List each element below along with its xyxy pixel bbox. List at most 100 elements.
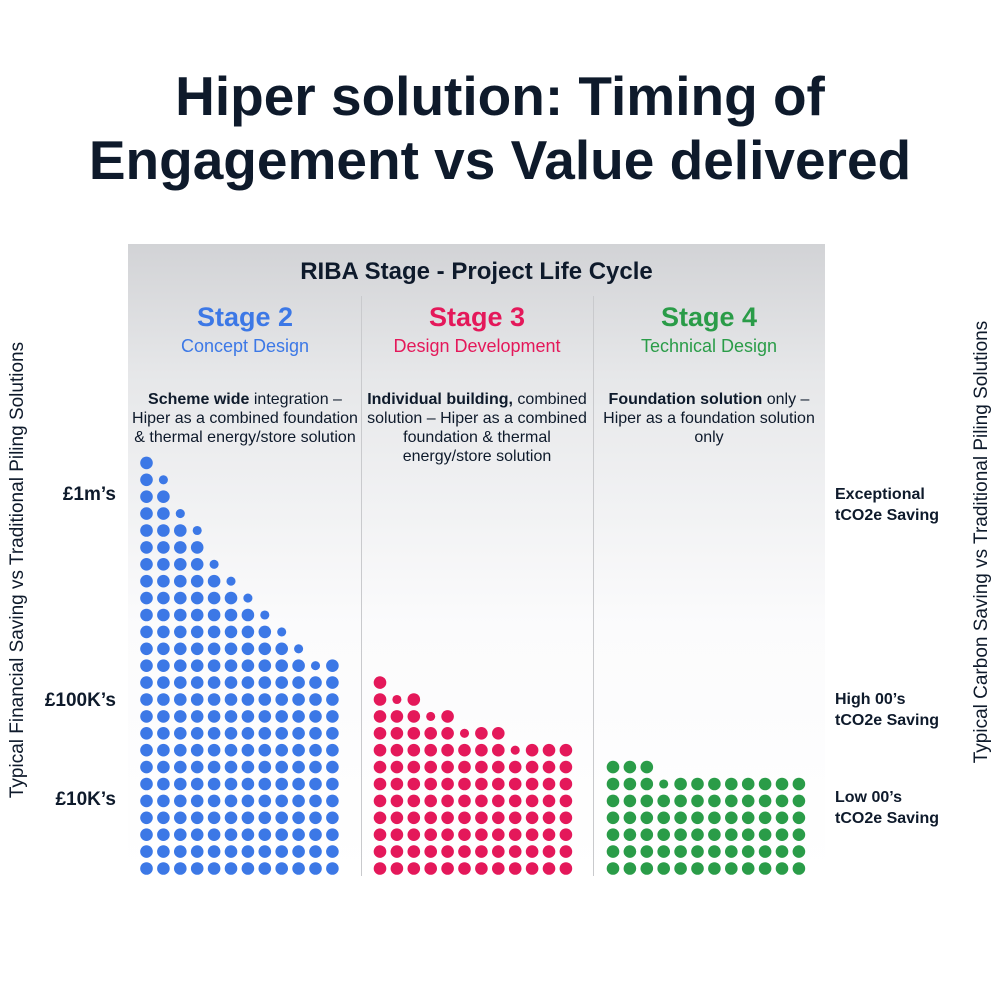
stage-2-dot bbox=[140, 625, 153, 639]
stage-2-dot bbox=[140, 777, 153, 791]
stage-3-dot bbox=[407, 777, 421, 791]
stage-2-dot bbox=[190, 710, 204, 723]
stage-2-dot bbox=[140, 490, 153, 504]
stage-2-dot bbox=[157, 625, 170, 639]
stage-2-dot bbox=[326, 862, 339, 875]
stage-3-dot bbox=[407, 710, 421, 723]
stage-3-dot bbox=[390, 743, 404, 757]
stage-4-dot bbox=[792, 828, 806, 841]
stage-2-dot bbox=[207, 642, 221, 656]
stage-4-dot bbox=[623, 811, 637, 825]
stage-2-dot bbox=[326, 743, 339, 757]
stage-4-dot bbox=[725, 777, 738, 791]
stage-2-dot bbox=[190, 541, 204, 554]
stage-2-dot bbox=[326, 794, 339, 808]
stage-3-dot bbox=[492, 845, 505, 858]
stage-2-dot bbox=[174, 524, 187, 537]
stage-2-dot bbox=[140, 456, 153, 470]
stage-2-dot bbox=[140, 473, 153, 487]
stage-4-dot bbox=[775, 862, 789, 875]
stage-2-dot bbox=[241, 727, 255, 740]
stage-2-dot bbox=[241, 828, 255, 841]
stage-4-dot bbox=[623, 828, 637, 841]
stage-2-dot bbox=[157, 574, 170, 588]
stage-4-subtitle: Technical Design bbox=[640, 336, 778, 356]
stage-4-dot bbox=[640, 845, 654, 858]
stage-4-dot bbox=[708, 862, 721, 875]
stage-3-dot bbox=[407, 828, 421, 841]
stage-4-dot bbox=[741, 862, 755, 875]
stage-2-dot bbox=[140, 507, 153, 520]
right-label-low-line2: tCO2e Saving bbox=[835, 810, 940, 827]
stage-3-dot bbox=[492, 777, 505, 791]
stage-4-dot bbox=[725, 828, 738, 841]
stage-2-name: Stage 2 bbox=[196, 302, 294, 332]
stage-3-dot bbox=[424, 727, 438, 740]
stage-2-dot bbox=[292, 760, 305, 774]
stage-3-dot bbox=[390, 845, 404, 858]
stage-4-dot bbox=[775, 777, 789, 791]
stage-2-dot bbox=[275, 659, 289, 672]
stage-2-dot bbox=[207, 591, 221, 605]
stage-3-dot bbox=[373, 727, 387, 740]
stage-3-dot bbox=[510, 745, 520, 755]
stage-2-dot bbox=[224, 625, 238, 639]
stage-3-dot bbox=[475, 862, 488, 875]
stage-4-name: Stage 4 bbox=[660, 302, 758, 332]
stage-3-dot bbox=[458, 862, 471, 875]
stage-2-dot bbox=[190, 845, 204, 858]
stage-2-dot bbox=[157, 524, 170, 537]
stage-3-dot bbox=[441, 743, 454, 757]
stage-3-dot bbox=[559, 743, 573, 757]
stage-2-dot bbox=[241, 659, 255, 672]
stage-4-dot bbox=[708, 811, 721, 825]
stage-3-dot bbox=[441, 811, 454, 825]
stage-2-dot bbox=[174, 777, 187, 791]
stage-2-description-rest: integration – Hiper as a combined founda… bbox=[132, 391, 358, 446]
title-line-2: Engagement vs Value delivered bbox=[88, 129, 912, 191]
stage-2-dot bbox=[292, 676, 305, 689]
stage-2-dot bbox=[174, 625, 187, 639]
stage-3-dot bbox=[508, 845, 522, 858]
stage-2-dot bbox=[158, 475, 168, 485]
stage-4-dot bbox=[691, 794, 704, 808]
stage-2-dot bbox=[157, 811, 170, 825]
stage-3-dot bbox=[441, 710, 454, 723]
stage-2-dot bbox=[258, 727, 272, 740]
stage-2-dot bbox=[275, 777, 289, 791]
stage-2-dot bbox=[309, 710, 322, 723]
stage-2-dot bbox=[292, 828, 305, 841]
stage-3-dot bbox=[392, 694, 402, 705]
stage-2-dot bbox=[157, 608, 170, 622]
stage-3-dot bbox=[525, 811, 539, 825]
stage-2-dot bbox=[326, 811, 339, 825]
stage-2-dot bbox=[190, 693, 204, 706]
stage-2-dot bbox=[224, 659, 238, 672]
stage-3-dot bbox=[390, 828, 404, 841]
stage-2-dot bbox=[140, 743, 153, 757]
stage-2-dot bbox=[241, 845, 255, 858]
stage-3-dot bbox=[441, 760, 454, 774]
stage-2-dot bbox=[310, 661, 321, 671]
stage-3-dot bbox=[390, 760, 404, 774]
stage-3-dot bbox=[559, 845, 573, 858]
stage-3-dot bbox=[508, 794, 522, 808]
stage-2-dot bbox=[175, 509, 185, 519]
stage-2-dot bbox=[207, 811, 221, 825]
stage-2-dot bbox=[326, 760, 339, 774]
stage-3-dot bbox=[441, 727, 454, 740]
stage-3-dot bbox=[525, 760, 539, 774]
stage-2-dot bbox=[309, 828, 322, 841]
left-label-1m: £1m’s bbox=[62, 484, 116, 505]
stage-3-dot bbox=[390, 794, 404, 808]
stage-2-dot bbox=[174, 608, 187, 622]
stage-2-dot bbox=[190, 862, 204, 875]
stage-2-dot bbox=[190, 558, 204, 571]
stage-3-dot bbox=[508, 777, 522, 791]
stage-2-dot bbox=[190, 727, 204, 740]
stage-2-dot bbox=[140, 828, 153, 841]
stage-2-dot bbox=[157, 591, 170, 605]
stage-3-dot bbox=[407, 693, 421, 706]
stage-2-dot bbox=[309, 743, 322, 757]
stage-2-dot bbox=[224, 710, 238, 723]
